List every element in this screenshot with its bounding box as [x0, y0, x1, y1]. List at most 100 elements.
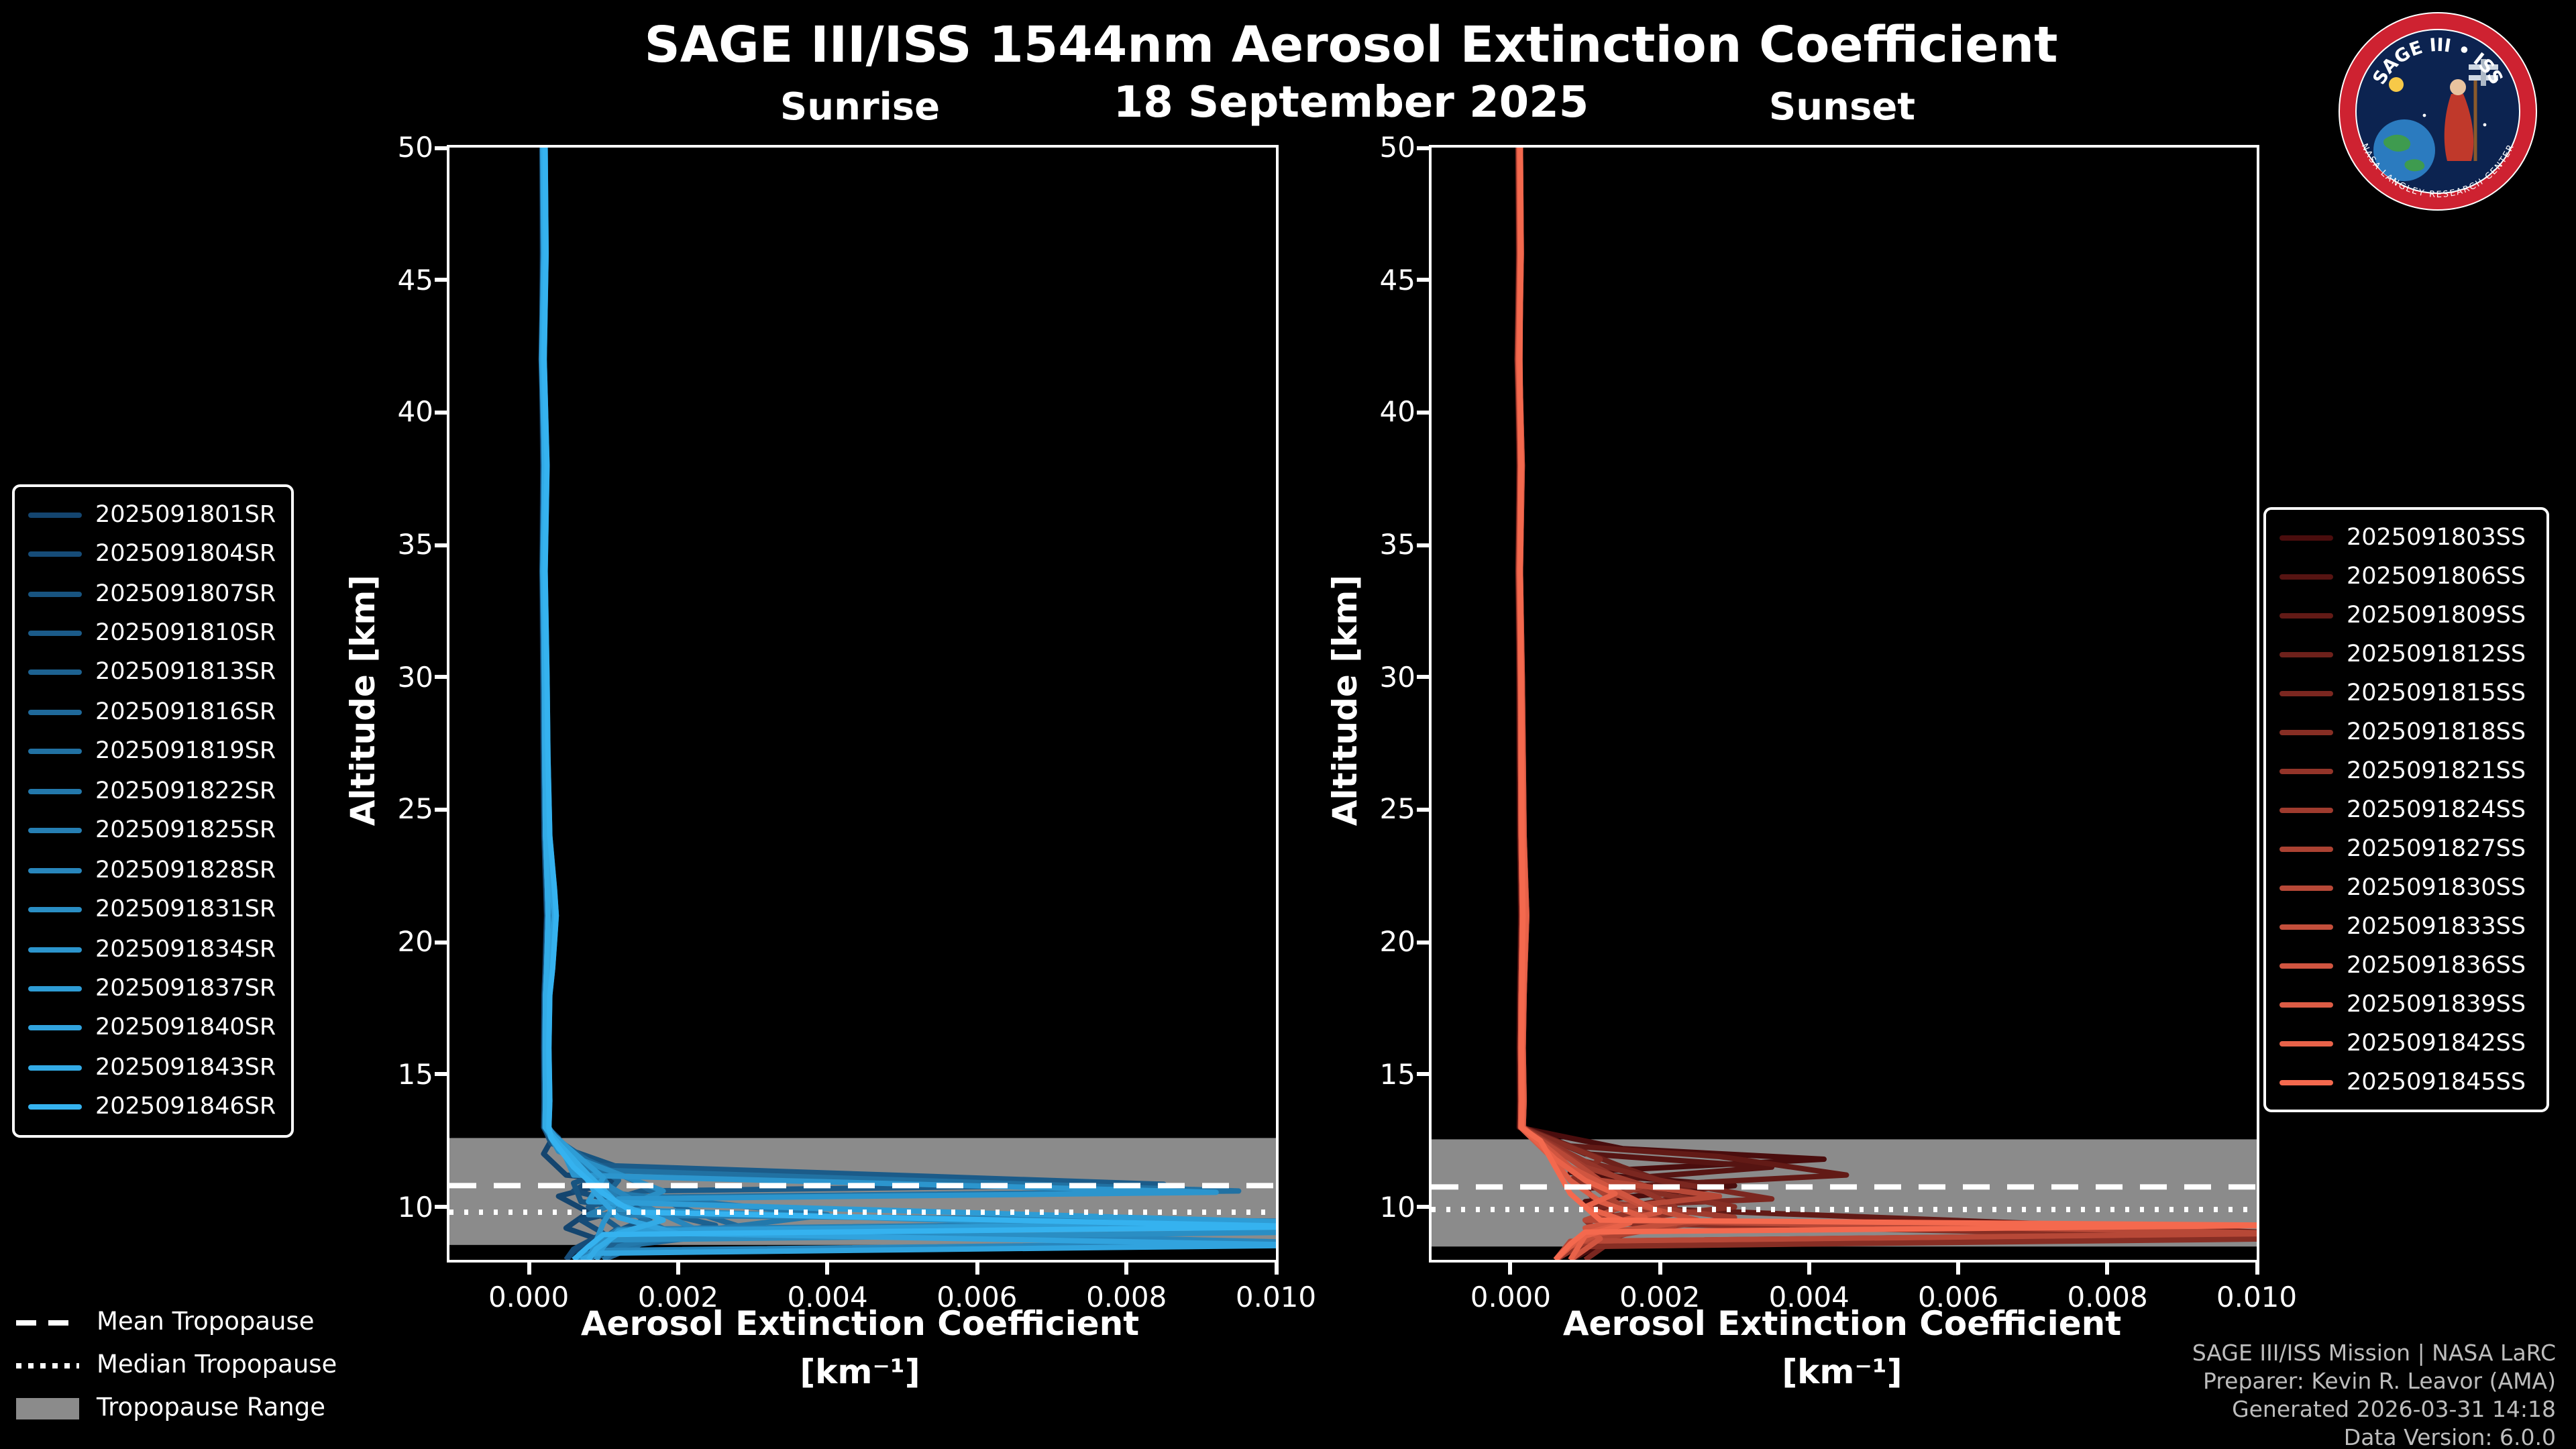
legend-label: 2025091824SS — [2347, 796, 2526, 823]
sage-iii-iss-logo-patch: SAGE III • ISS NASA LANGLEY RESEARCH CEN… — [2339, 12, 2537, 211]
legend-line-sample — [2279, 768, 2333, 773]
profile-line-2025091821SS — [1516, 148, 1678, 1260]
x-tick — [1124, 1263, 1129, 1275]
y-tick-label: 30 — [1379, 661, 1415, 694]
sunrise-x-axis-units: [km⁻¹] — [800, 1352, 920, 1391]
profile-line-2025091828SR — [539, 148, 1276, 1260]
x-tick — [527, 1263, 531, 1275]
legend-item: 2025091819SR — [28, 739, 278, 765]
y-tick — [435, 1205, 447, 1210]
profile-line-2025091846SR — [541, 148, 1276, 1260]
y-tick — [435, 807, 447, 812]
x-tick-label: 0.008 — [2067, 1281, 2148, 1313]
legend-label: 2025091846SR — [95, 1093, 276, 1121]
y-tick — [1417, 675, 1429, 680]
legend-item: 2025091812SS — [2279, 641, 2533, 667]
legend-label: 2025091807SR — [95, 580, 276, 608]
legend-item: 2025091806SS — [2279, 563, 2533, 590]
x-tick-label: 0.004 — [1768, 1281, 1849, 1313]
legend-label: 2025091803SS — [2347, 524, 2526, 551]
legend-item: 2025091807SR — [28, 580, 278, 607]
y-tick — [435, 410, 447, 415]
tropopause-range-label: Tropopause Range — [97, 1394, 326, 1422]
profile-line-2025091818SS — [1514, 148, 2257, 1260]
x-tick — [1807, 1263, 1811, 1275]
legend-label: 2025091806SS — [2347, 563, 2526, 590]
mean-tropopause-legend-item: Mean Tropopause — [16, 1307, 337, 1338]
x-tick — [2255, 1263, 2259, 1275]
profile-line-2025091815SS — [1516, 148, 1775, 1260]
profile-line-2025091845SS — [1517, 148, 2257, 1260]
logo-iss — [2469, 59, 2498, 86]
mean-tropopause-label: Mean Tropopause — [97, 1308, 315, 1336]
profile-line-2025091833SS — [1516, 148, 1700, 1260]
y-tick-label: 15 — [397, 1058, 433, 1091]
legend-item: 2025091846SR — [28, 1094, 278, 1121]
profile-line-2025091819SR — [540, 148, 1242, 1260]
profile-line-2025091813SR — [540, 148, 718, 1260]
legend-line-sample — [28, 828, 82, 834]
x-tick-label: 0.010 — [1235, 1281, 1317, 1313]
legend-label: 2025091815SS — [2347, 680, 2526, 706]
legend-item: 2025091839SS — [2279, 991, 2533, 1018]
legend-line-sample — [28, 512, 82, 518]
profile-line-2025091827SS — [1516, 148, 1678, 1260]
legend-label: 2025091801SR — [95, 501, 276, 529]
y-tick — [1417, 410, 1429, 415]
profile-line-2025091843SR — [540, 148, 666, 1260]
logo-sun — [2389, 77, 2404, 92]
legend-item: 2025091836SS — [2279, 952, 2533, 979]
median-tropopause-label: Median Tropopause — [97, 1351, 337, 1379]
x-tick — [1274, 1263, 1278, 1275]
legend-line-sample — [2279, 535, 2333, 540]
legend-label: 2025091809SS — [2347, 602, 2526, 629]
legend-label: 2025091840SR — [95, 1014, 276, 1042]
legend-item: 2025091809SS — [2279, 602, 2533, 629]
legend-line-sample — [28, 1065, 82, 1071]
y-tick — [435, 543, 447, 547]
y-tick — [435, 146, 447, 150]
profile-line-2025091824SS — [1517, 148, 1737, 1260]
figure-date: 18 September 2025 — [1113, 76, 1589, 127]
legend-line-sample — [2279, 1002, 2333, 1007]
credit-data-version: Data Version: 6.0.0 — [2343, 1425, 2556, 1449]
legend-label: 2025091834SR — [95, 936, 276, 963]
sage-iii-iss-logo: SAGE III • ISS NASA LANGLEY RESEARCH CEN… — [2337, 11, 2538, 212]
legend-item: 2025091831SR — [28, 896, 278, 923]
y-tick-label: 40 — [397, 396, 433, 429]
legend-line-sample — [28, 907, 82, 913]
sunset-legend: 2025091803SS 2025091806SS 2025091809SS 2025… — [2263, 507, 2549, 1112]
profile-line-2025091830SS — [1515, 148, 2257, 1260]
profile-line-2025091839SS — [1516, 148, 1648, 1260]
legend-line-sample — [2279, 651, 2333, 657]
profile-line-2025091842SS — [1515, 148, 1633, 1260]
y-tick-label: 15 — [1379, 1058, 1415, 1091]
legend-item: 2025091824SS — [2279, 796, 2533, 823]
legend-item: 2025091840SR — [28, 1015, 278, 1042]
legend-label: 2025091827SS — [2347, 835, 2526, 862]
legend-label: 2025091842SS — [2347, 1030, 2526, 1057]
logo-sage-figure — [2444, 79, 2477, 161]
x-tick-label: 0.004 — [787, 1281, 868, 1313]
x-tick-label: 0.006 — [1918, 1281, 1999, 1313]
y-tick-label: 20 — [1379, 926, 1415, 959]
legend-line-sample — [2279, 574, 2333, 579]
profile-line-2025091810SR — [541, 148, 1167, 1260]
x-tick — [825, 1263, 830, 1275]
legend-item: 2025091815SS — [2279, 680, 2533, 706]
profile-line-2025091831SR — [540, 148, 1276, 1260]
x-tick-label: 0.000 — [488, 1281, 570, 1313]
legend-label: 2025091818SS — [2347, 718, 2526, 745]
median-tropopause-legend-item: Median Tropopause — [16, 1350, 337, 1381]
legend-line-sample — [28, 788, 82, 794]
legend-label: 2025091821SS — [2347, 757, 2526, 784]
tropopause-legend: Mean Tropopause Median Tropopause Tropop… — [16, 1307, 337, 1424]
y-tick-label: 20 — [397, 926, 433, 959]
profile-line-2025091825SR — [540, 148, 1276, 1260]
sunset-plot-canvas — [1432, 148, 2257, 1260]
tropopause-range-sample — [16, 1397, 79, 1419]
y-tick-label: 25 — [1379, 793, 1415, 826]
profile-line-2025091822SR — [541, 148, 830, 1260]
legend-label: 2025091804SR — [95, 541, 276, 568]
